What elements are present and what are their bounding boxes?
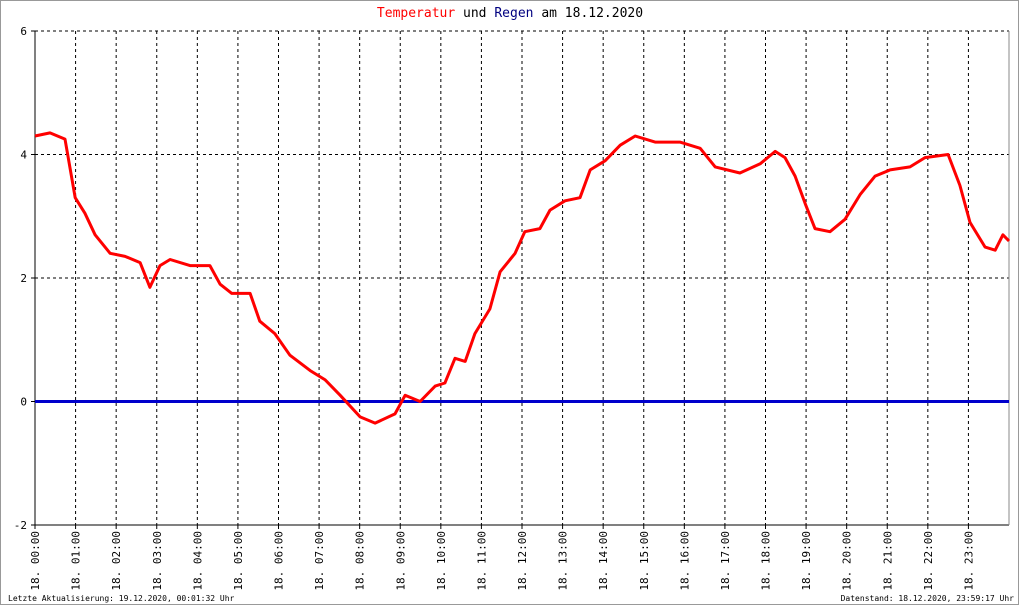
title-suffix: am 18.12.2020 xyxy=(541,6,643,21)
x-tick-label: 18. 18:00 xyxy=(760,531,773,591)
footer-left: Letzte Aktualisierung: 19.12.2020, 00:01… xyxy=(8,594,235,603)
x-tick-label: 18. 13:00 xyxy=(557,531,570,591)
x-tick-label: 18. 09:00 xyxy=(394,531,407,591)
title-word: und xyxy=(463,6,486,21)
x-tick-label: 18. 06:00 xyxy=(273,531,286,591)
x-tick-label: 18. 16:00 xyxy=(678,531,691,591)
x-tick-label: 18. 21:00 xyxy=(881,531,894,591)
x-tick-label: 18. 15:00 xyxy=(638,531,651,591)
x-tick-label: 18. 00:00 xyxy=(29,531,42,591)
x-tick-label: 18. 05:00 xyxy=(232,531,245,591)
title-series-1: Temperatur xyxy=(377,6,455,21)
y-tick-label: 6 xyxy=(20,25,27,38)
chart-title: Temperatur und Regen am 18.12.2020 xyxy=(377,6,643,21)
x-tick-label: 18. 11:00 xyxy=(475,531,488,591)
x-tick-label: 18. 03:00 xyxy=(151,531,164,591)
x-tick-label: 18. 20:00 xyxy=(841,531,854,591)
series-line xyxy=(34,131,1011,425)
x-tick-label: 18. 14:00 xyxy=(597,531,610,591)
y-tick-label: 4 xyxy=(20,149,27,162)
title-series-2: Regen xyxy=(494,6,533,21)
y-tick-label: -2 xyxy=(14,519,27,532)
x-tick-label: 18. 17:00 xyxy=(719,531,732,591)
x-tick-label: 18. 10:00 xyxy=(435,531,448,591)
footer-right: Datenstand: 18.12.2020, 23:59:17 Uhr xyxy=(841,594,1015,603)
x-tick-label: 18. 04:00 xyxy=(191,531,204,591)
x-tick-label: 18. 23:00 xyxy=(962,531,975,591)
x-tick-label: 18. 01:00 xyxy=(70,531,83,591)
x-tick-label: 18. 19:00 xyxy=(800,531,813,591)
x-tick-label: 18. 22:00 xyxy=(922,531,935,591)
x-tick-label: 18. 12:00 xyxy=(516,531,529,591)
x-tick-label: 18. 02:00 xyxy=(110,531,123,591)
x-tick-label: 18. 08:00 xyxy=(354,531,367,591)
x-tick-label: 18. 07:00 xyxy=(313,531,326,591)
y-tick-label: 2 xyxy=(20,272,27,285)
y-tick-label: 0 xyxy=(20,396,27,409)
